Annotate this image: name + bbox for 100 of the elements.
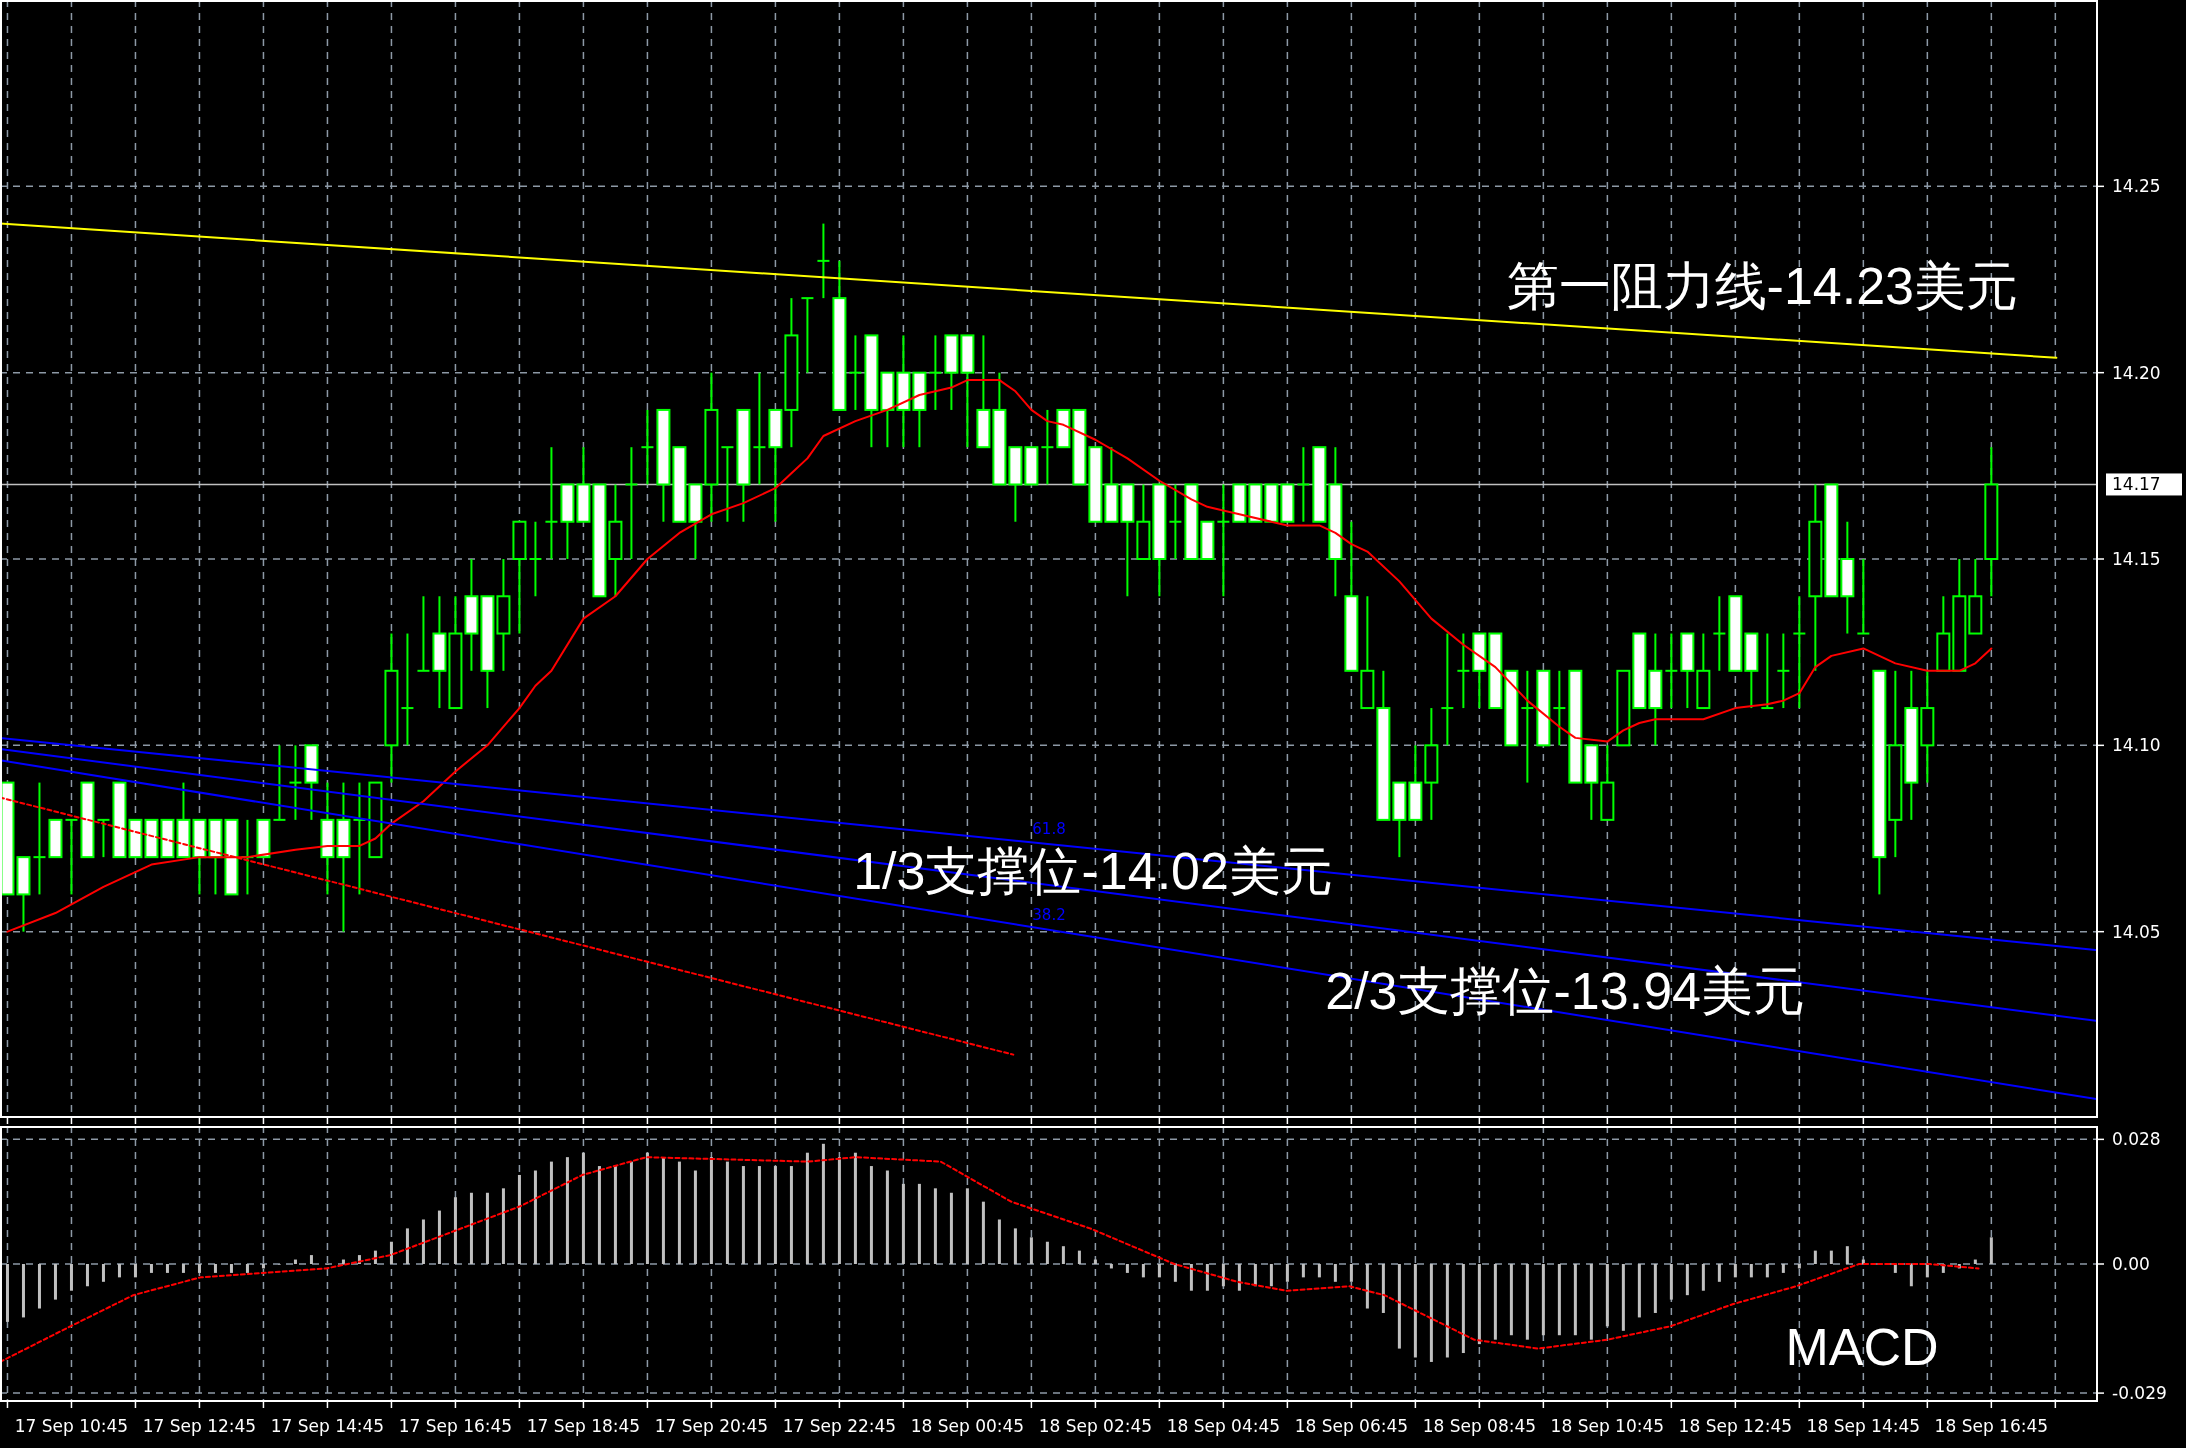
bar (885, 1170, 889, 1264)
candlestick (1856, 558, 1871, 635)
bar (581, 1152, 585, 1264)
candlestick (288, 744, 303, 821)
bar (1045, 1241, 1049, 1264)
bar (661, 1157, 665, 1264)
bar (1029, 1237, 1033, 1264)
bar (821, 1143, 825, 1264)
x-tick-label: 17 Sep 14:45 (270, 1416, 385, 1436)
bar (213, 1264, 217, 1273)
bar (165, 1264, 169, 1273)
candlestick (816, 222, 831, 300)
bar (1333, 1264, 1337, 1282)
bar (1605, 1264, 1609, 1327)
bar (1365, 1264, 1369, 1309)
candlestick (416, 595, 431, 672)
bar (149, 1264, 153, 1273)
bar (1445, 1264, 1449, 1358)
x-tick-label: 18 Sep 12:45 (1678, 1416, 1793, 1436)
x-tick-label: 17 Sep 18:45 (526, 1416, 641, 1436)
bar (965, 1188, 969, 1264)
bar (1733, 1264, 1737, 1278)
candlestick (1776, 632, 1791, 710)
candlestick (752, 371, 767, 486)
x-tick-label: 17 Sep 20:45 (654, 1416, 769, 1436)
bar (85, 1264, 89, 1287)
x-tick-label: 17 Sep 12:45 (142, 1416, 257, 1436)
y-tick-label: 0.00 (2112, 1254, 2150, 1274)
bar (389, 1241, 393, 1264)
y-tick-label: 0.028 (2112, 1129, 2161, 1150)
candlestick (640, 408, 655, 486)
bar (1813, 1250, 1817, 1264)
candlestick (64, 818, 79, 896)
candlestick (1712, 595, 1727, 672)
annotation: MACD (1785, 1317, 1939, 1376)
bar (1573, 1264, 1577, 1336)
bar (1589, 1264, 1593, 1340)
bar (1685, 1264, 1689, 1296)
bar (1509, 1264, 1513, 1336)
bar (533, 1170, 537, 1264)
bar (1925, 1264, 1929, 1278)
bar (1701, 1264, 1705, 1291)
bar (613, 1166, 617, 1264)
bar (5, 1264, 9, 1322)
bar (437, 1210, 441, 1264)
bar (901, 1183, 905, 1264)
y-tick-label: 14.05 (2112, 921, 2161, 942)
bar (53, 1264, 57, 1300)
x-tick-label: 18 Sep 08:45 (1422, 1416, 1537, 1436)
bar (1013, 1228, 1017, 1264)
bar (261, 1264, 265, 1269)
bar (245, 1264, 249, 1273)
candlestick (96, 818, 111, 859)
bar (597, 1166, 601, 1264)
candlestick (272, 744, 287, 821)
bar (741, 1166, 745, 1264)
bar (309, 1255, 313, 1264)
bar (1781, 1264, 1785, 1273)
bar (453, 1197, 457, 1264)
bar (1829, 1250, 1833, 1264)
bar (197, 1264, 201, 1273)
bar (981, 1201, 985, 1264)
candlestick (544, 446, 559, 560)
bar (917, 1183, 921, 1264)
bar (869, 1166, 873, 1264)
bar (1349, 1264, 1353, 1282)
bar (1253, 1264, 1257, 1287)
candlestick (1168, 483, 1183, 560)
bar (1429, 1264, 1433, 1362)
bar (469, 1192, 473, 1264)
x-tick-label: 17 Sep 16:45 (398, 1416, 513, 1436)
y-tick-label: 14.10 (2112, 735, 2161, 756)
bar (1093, 1259, 1097, 1264)
bar (1845, 1246, 1849, 1264)
bar (517, 1174, 521, 1264)
bar (1141, 1264, 1145, 1278)
bar (421, 1219, 425, 1264)
bar (549, 1161, 553, 1264)
candlestick (528, 520, 543, 598)
bar (693, 1170, 697, 1264)
bar (773, 1166, 777, 1264)
bar (1077, 1250, 1081, 1264)
candlestick (1552, 669, 1567, 747)
bar (837, 1157, 841, 1264)
bar (645, 1152, 649, 1264)
bar (949, 1192, 953, 1264)
bar (1205, 1264, 1209, 1291)
x-tick-label: 18 Sep 06:45 (1294, 1416, 1409, 1436)
bar (709, 1157, 713, 1264)
bar (1285, 1264, 1289, 1282)
candlestick (1520, 669, 1535, 784)
bar (1557, 1264, 1561, 1336)
bar (1653, 1264, 1657, 1313)
candlestick (1664, 632, 1679, 710)
candlestick (1440, 632, 1455, 747)
x-tick-label: 18 Sep 04:45 (1166, 1416, 1281, 1436)
bar (1749, 1264, 1753, 1278)
bar (1221, 1264, 1225, 1287)
x-tick-label: 17 Sep 10:45 (14, 1416, 129, 1436)
candlestick (848, 334, 863, 411)
